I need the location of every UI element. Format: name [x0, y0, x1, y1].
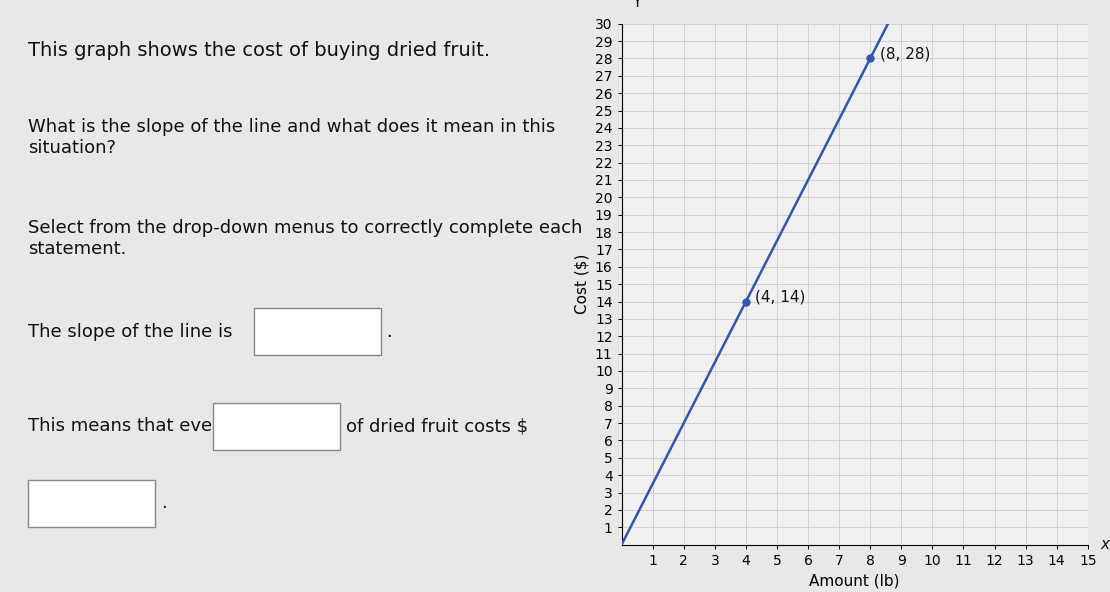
Text: This means that every: This means that every — [29, 417, 236, 435]
Text: What is the slope of the line and what does it mean in this
situation?: What is the slope of the line and what d… — [29, 118, 556, 157]
Text: The slope of the line is: The slope of the line is — [29, 323, 239, 340]
Text: Y: Y — [633, 0, 642, 10]
Text: .: . — [161, 494, 166, 512]
X-axis label: Amount (lb): Amount (lb) — [809, 573, 900, 588]
Text: Choose...: Choose... — [40, 494, 117, 512]
Text: Select from the drop-down menus to correctly complete each
statement.: Select from the drop-down menus to corre… — [29, 219, 583, 258]
FancyBboxPatch shape — [253, 308, 381, 355]
Text: of dried fruit costs $: of dried fruit costs $ — [346, 417, 528, 435]
Text: v: v — [138, 498, 144, 508]
Text: Choose...: Choose... — [224, 417, 302, 435]
Text: (8, 28): (8, 28) — [879, 46, 930, 62]
Text: Choose...: Choose... — [265, 323, 342, 340]
FancyBboxPatch shape — [213, 403, 340, 450]
FancyBboxPatch shape — [29, 480, 155, 527]
Text: x: x — [1100, 537, 1109, 552]
Text: This graph shows the cost of buying dried fruit.: This graph shows the cost of buying drie… — [29, 41, 491, 60]
Text: v: v — [363, 327, 370, 336]
Text: (4, 14): (4, 14) — [755, 289, 806, 304]
Text: v: v — [323, 422, 330, 431]
Text: .: . — [386, 323, 392, 340]
Y-axis label: Cost ($): Cost ($) — [574, 254, 589, 314]
